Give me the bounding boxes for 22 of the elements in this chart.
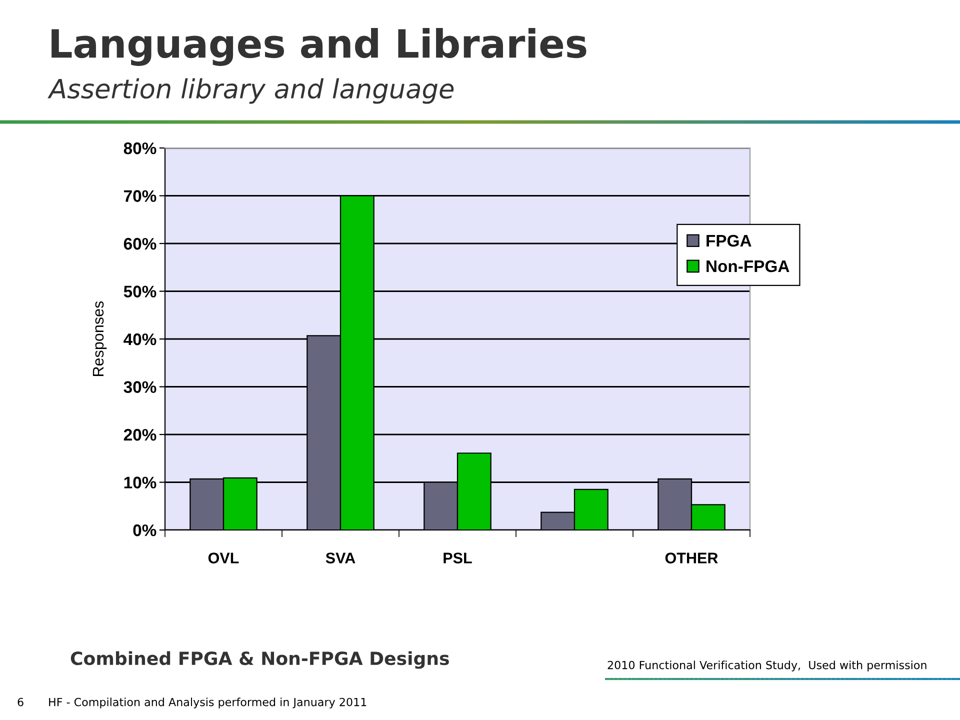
x-tick-label: OVL: [208, 552, 239, 564]
y-tick-label: 80%: [124, 142, 156, 154]
chart-subtitle: Assertion library and language: [48, 78, 454, 104]
x-tick-label: SVA: [326, 552, 356, 564]
y-tick-label: 20%: [124, 428, 156, 441]
y-tick-label: 70%: [124, 190, 156, 202]
y-tick-label: 60%: [124, 238, 156, 250]
y-tick-label: 30%: [124, 381, 156, 393]
y-tick-label: 0%: [133, 524, 156, 536]
x-tick-label: OTHER: [665, 552, 718, 564]
y-tick-label: 40%: [124, 333, 156, 346]
y-tick-label: 10%: [124, 476, 156, 488]
x-tick-label: PSL: [444, 552, 472, 564]
text: HF - Compilation and Analysis performed in January 2011: [49, 698, 366, 708]
text: Combined FPGA & Non-FPGA Designs: [70, 651, 449, 669]
text: 6: [18, 698, 24, 706]
chart-title: Languages and Libraries: [52, 28, 586, 66]
text: 2010 Functional Verification Study, Used with permission: [608, 660, 926, 672]
legend-label: FPGA: [706, 234, 752, 247]
y-axis-title: Responses: [92, 301, 107, 376]
y-tick-label: 50%: [124, 286, 156, 298]
legend-label: Non-FPGA: [706, 260, 790, 272]
